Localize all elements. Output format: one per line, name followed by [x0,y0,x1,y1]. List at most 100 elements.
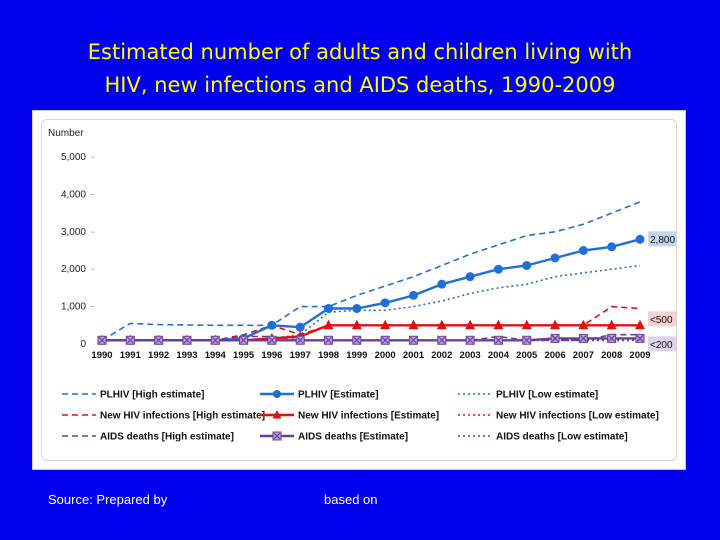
legend-label: PLHIV [Estimate] [298,390,379,401]
x-tick-label: 2005 [516,350,538,361]
data-point [380,298,390,308]
annotation-label: 2,800 [650,235,675,246]
y-tick-mark: - [91,152,94,163]
data-point-cross [126,336,134,344]
data-point [493,264,503,274]
data-point-cross [381,336,389,344]
data-point-cross [523,336,531,344]
data-point-cross [98,336,106,344]
x-tick-label: 2007 [573,350,594,361]
x-tick-label: 2002 [431,350,452,361]
data-point [437,279,447,289]
annotation-box [648,231,676,247]
data-point-cross [438,336,446,344]
data-point-cross [211,336,219,344]
data-point-cross [183,336,191,344]
x-tick-label: 1996 [261,350,282,361]
legend-label: AIDS deaths [Low estimate] [496,432,628,443]
x-tick-label: 2000 [375,350,396,361]
data-point [522,260,532,270]
x-tick-label: 1992 [148,350,169,361]
chart-frame: Number 0 1,000-2,000-3,000-4,000-5,000-199… [32,110,686,470]
data-point [493,319,504,330]
data-point-cross [636,334,644,342]
data-point [606,319,617,330]
data-point [550,319,561,330]
data-point [521,319,532,330]
y-tick-label: 0 [80,339,86,350]
data-point [295,322,305,332]
x-tick-label: 1998 [318,350,339,361]
x-tick-label: 1994 [205,350,227,361]
data-point [408,290,418,300]
legend-label: PLHIV [High estimate] [100,390,204,401]
y-tick-label: 4,000 [61,189,86,200]
data-point [578,246,588,255]
data-point [550,253,560,263]
slide-title-line-2: HIV, new infections and AIDS deaths, 199… [104,73,616,97]
y-tick-label: 1,000 [61,302,86,313]
y-tick-mark: - [91,227,94,238]
x-tick-label: 1993 [176,350,197,361]
data-point-cross [410,336,417,344]
annotation-box [648,336,676,352]
legend-marker [273,390,281,398]
legend-label: AIDS deaths [High estimate] [100,432,234,443]
x-tick-label: 2006 [544,350,565,361]
data-point-cross [579,334,587,342]
data-point [267,320,277,330]
data-point [578,319,589,330]
legend-label: New HIV infections [High estimate] [100,411,265,422]
x-tick-label: 2001 [403,350,425,361]
legend-label: PLHIV [Low estimate] [496,390,598,401]
based-on-label: based on [324,492,378,507]
data-point-cross [268,336,276,344]
data-point [323,319,334,330]
legend-label: New HIV infections [Estimate] [298,411,439,422]
data-point [635,234,645,244]
data-point-cross [155,336,163,344]
legend-marker [272,410,282,419]
x-tick-label: 2008 [601,350,622,361]
y-tick-label: 2,000 [61,264,86,275]
x-tick-label: 2009 [629,350,650,361]
x-tick-label: 1995 [233,350,255,361]
x-tick-label: 1997 [290,350,311,361]
y-tick-mark: - [91,264,94,275]
data-point [465,272,475,282]
data-point-cross [466,336,474,344]
x-tick-label: 1990 [91,350,112,361]
data-point-cross [551,334,559,342]
annotation-box [648,311,676,327]
data-point-cross [494,336,502,344]
data-point [607,242,617,252]
legend-label: New HIV infections [Low estimate] [496,411,659,422]
legend-label: AIDS deaths [Estimate] [298,432,408,443]
data-point [635,319,645,330]
series-line [101,201,641,341]
slide-title: Estimated number of adults and children … [0,36,720,102]
data-point-cross [240,336,248,344]
data-point [351,319,362,330]
y-axis-label: Number [48,128,84,139]
x-tick-label: 1999 [346,350,367,361]
y-tick-label: 3,000 [61,227,86,238]
annotation-label: <500 [650,315,673,326]
annotation-label: <200 [650,340,673,351]
data-point [352,303,362,313]
chart-panel: Number 0 1,000-2,000-3,000-4,000-5,000-199… [41,119,677,461]
data-point [324,303,334,313]
y-tick-label: 5,000 [61,152,86,163]
x-tick-label: 2003 [460,350,481,361]
series-line [102,337,640,342]
legend-marker-cross [273,432,281,440]
data-point [465,319,476,330]
data-point [380,319,391,330]
data-point-cross [325,336,332,344]
data-point [436,319,447,330]
x-tick-label: 2004 [488,350,510,361]
source-label: Source: Prepared by [48,492,168,507]
data-point [408,319,419,330]
data-point-cross [296,336,304,344]
